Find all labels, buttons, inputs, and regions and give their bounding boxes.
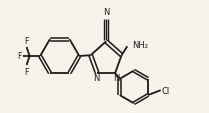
Text: NH₂: NH₂ (132, 41, 148, 50)
Text: F: F (24, 67, 28, 76)
Text: N: N (113, 74, 119, 83)
Text: Cl: Cl (162, 86, 170, 95)
Text: F: F (17, 52, 22, 61)
Text: N: N (93, 74, 99, 83)
Text: N: N (103, 8, 109, 16)
Text: F: F (24, 37, 28, 46)
